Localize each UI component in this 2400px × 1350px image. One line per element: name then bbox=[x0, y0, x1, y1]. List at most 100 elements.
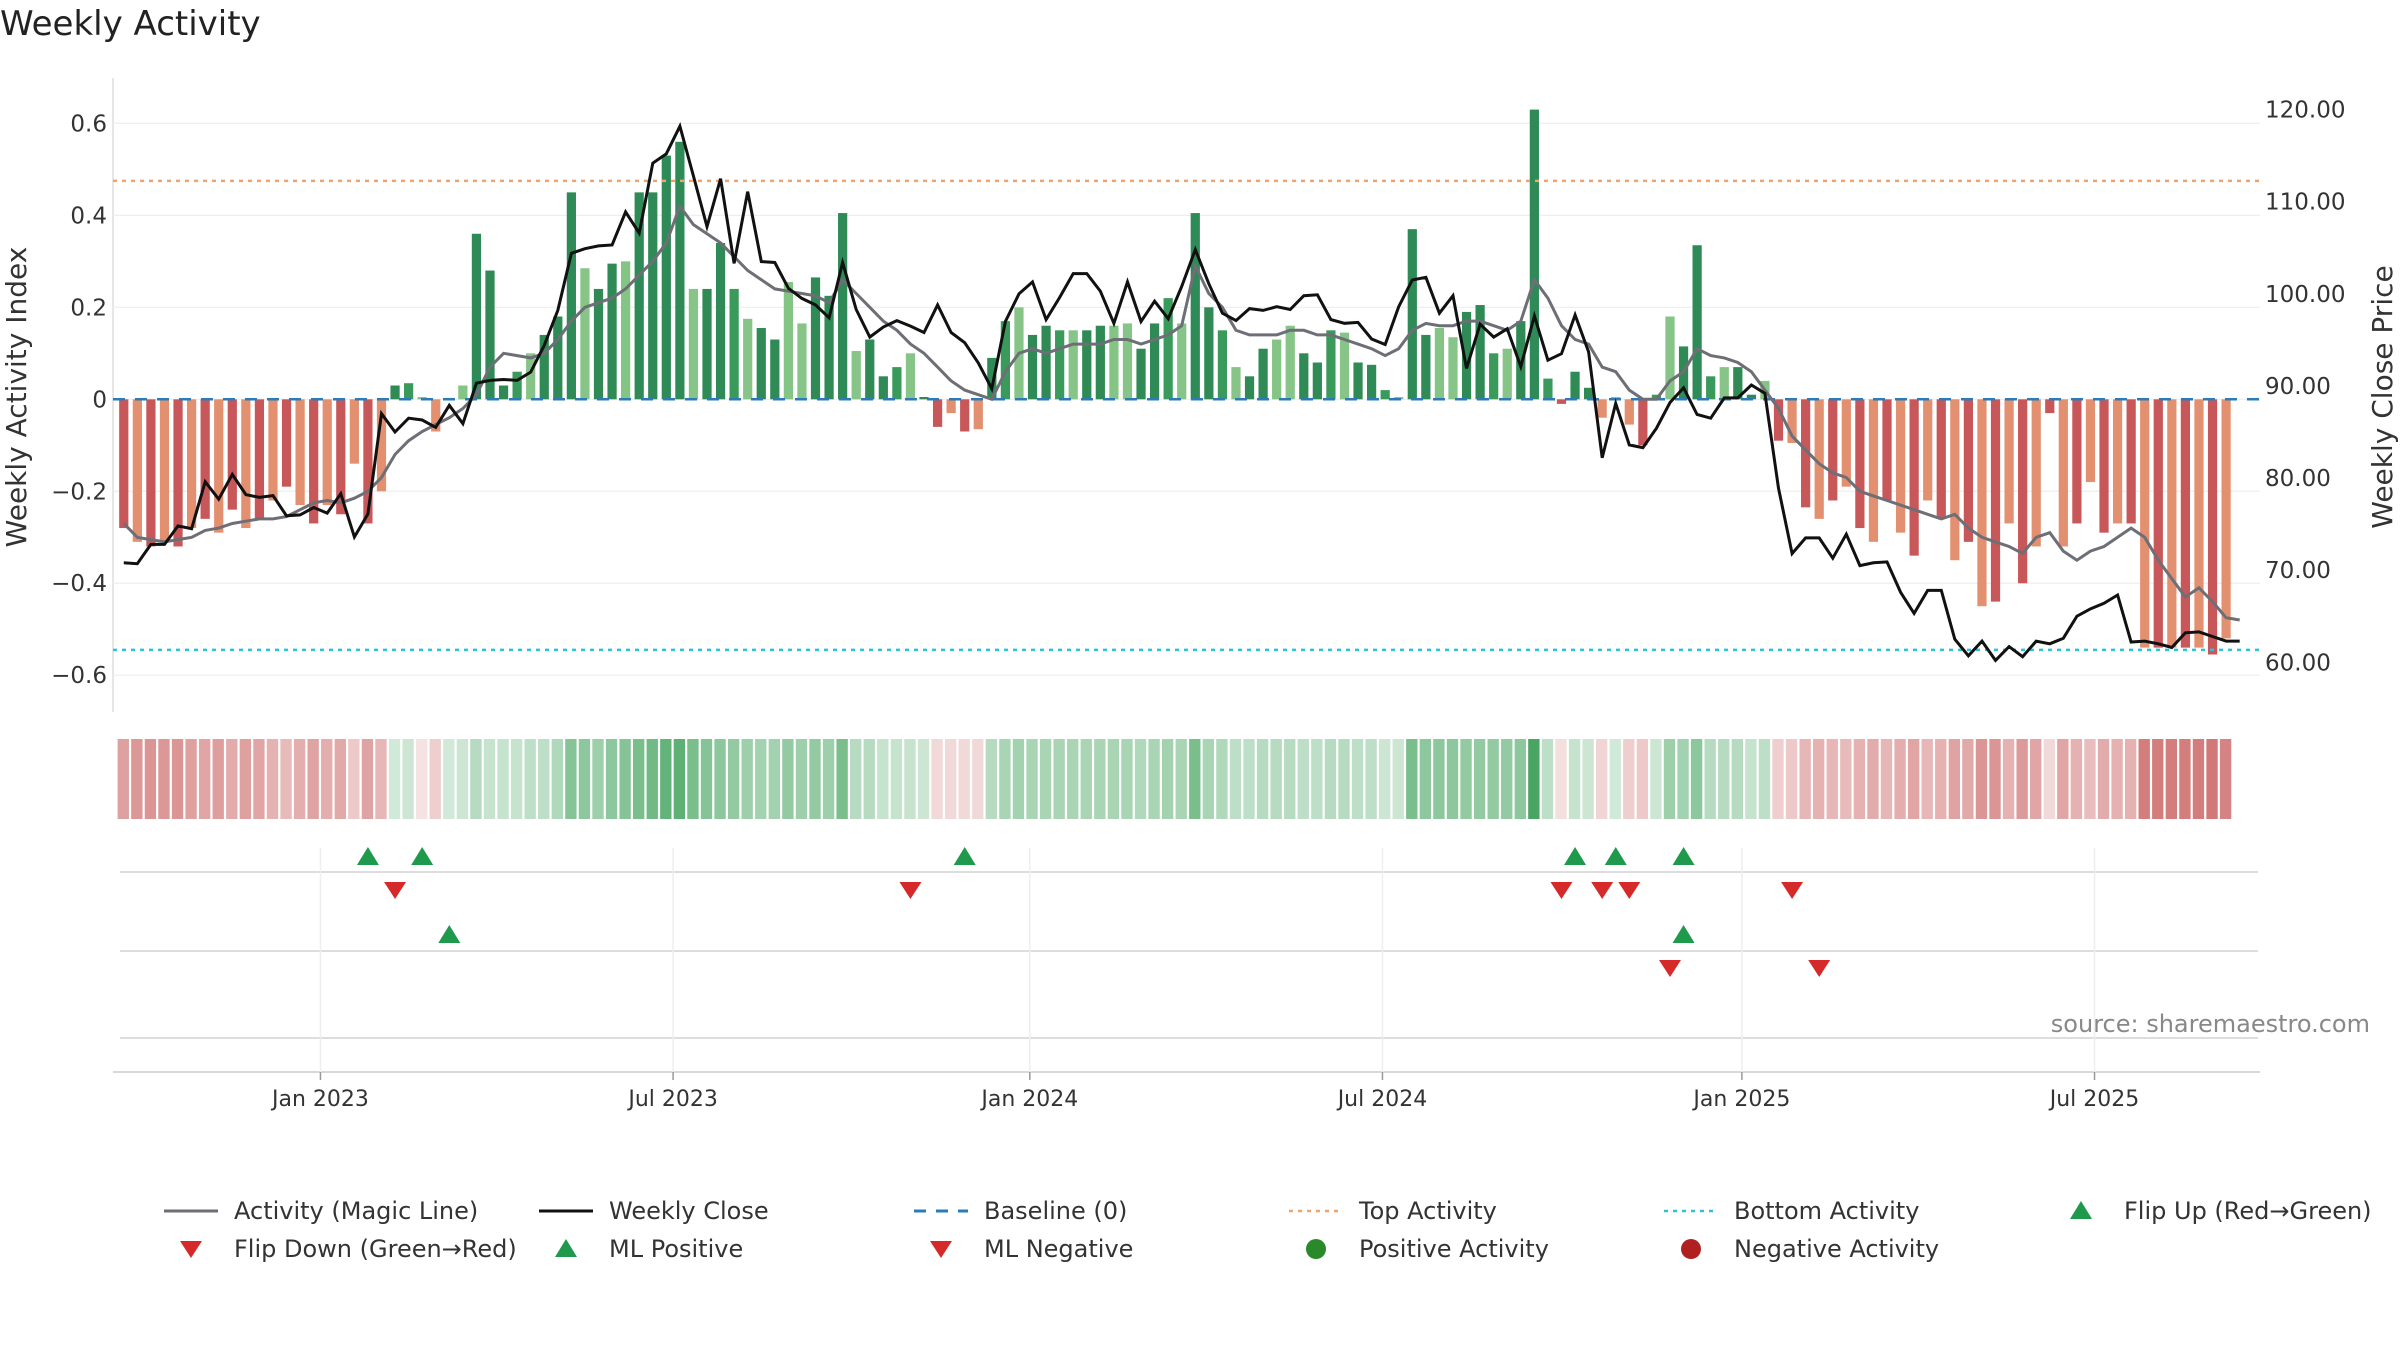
activity-bar bbox=[1353, 362, 1363, 400]
activity-bar bbox=[1000, 321, 1011, 400]
y-tick-left: −0.6 bbox=[51, 663, 107, 689]
activity-bar bbox=[1733, 367, 1743, 400]
heat-strip-cell bbox=[483, 739, 496, 819]
heat-strip-cell bbox=[972, 739, 984, 819]
activity-bar bbox=[349, 399, 359, 464]
activity-bar bbox=[1936, 399, 1946, 519]
heat-strip-cell bbox=[877, 739, 889, 819]
activity-bar bbox=[1570, 371, 1580, 400]
heat-strip-cell bbox=[822, 739, 835, 819]
activity-bar bbox=[1258, 348, 1268, 400]
activity-bar bbox=[688, 288, 699, 400]
heat-strip-cell bbox=[334, 739, 346, 819]
activity-bar bbox=[1312, 362, 1322, 400]
heat-strip-cell bbox=[1785, 739, 1798, 819]
heat-strip-cell bbox=[809, 739, 821, 819]
activity-bar bbox=[132, 399, 142, 542]
flip-down-marker bbox=[1781, 882, 1804, 899]
activity-bar bbox=[1041, 325, 1051, 400]
x-tick-label: Jan 2024 bbox=[979, 1087, 1078, 1112]
heat-strip-cell bbox=[863, 739, 875, 819]
y-tick-left: 0.6 bbox=[70, 111, 107, 137]
heat-strip-cell bbox=[1487, 739, 1499, 819]
ml-positive-marker bbox=[1672, 925, 1695, 943]
heat-strip-cell bbox=[700, 739, 713, 819]
y-tick-right: 120.00 bbox=[2265, 98, 2345, 124]
activity-bar bbox=[1868, 399, 1879, 542]
activity-bar bbox=[2072, 399, 2082, 524]
x-tick-label: Jan 2025 bbox=[1691, 1087, 1790, 1112]
heat-strip-cell bbox=[1609, 739, 1621, 819]
heat-strip-cell bbox=[1433, 739, 1445, 819]
activity-bar bbox=[403, 383, 414, 400]
ml-negative-marker bbox=[1658, 960, 1681, 977]
activity-bar bbox=[1855, 399, 1865, 529]
activity-bar bbox=[987, 357, 997, 400]
heat-strip-cell bbox=[1772, 739, 1784, 819]
activity-bar bbox=[1448, 337, 1458, 400]
heat-strip-cell bbox=[985, 739, 998, 819]
y-tick-right: 60.00 bbox=[2265, 650, 2331, 676]
flip-up-marker bbox=[411, 847, 434, 865]
heat-strip-cell bbox=[2084, 739, 2096, 819]
activity-bar bbox=[1217, 330, 1228, 400]
heat-strip-cell bbox=[1365, 739, 1377, 819]
activity-bar bbox=[1082, 330, 1092, 400]
activity-bar bbox=[1366, 364, 1377, 400]
activity-bar bbox=[1502, 348, 1512, 400]
heat-strip-cell bbox=[2138, 739, 2150, 819]
activity-bar bbox=[1719, 367, 1729, 400]
activity-bar bbox=[390, 385, 400, 400]
activity-bar bbox=[2194, 399, 2204, 648]
legend-symbol bbox=[930, 1241, 952, 1258]
heat-strip-cell bbox=[402, 739, 414, 819]
activity-bar bbox=[797, 323, 807, 400]
heat-strip-cell bbox=[1297, 739, 1309, 819]
y-tick-left: 0.4 bbox=[70, 203, 107, 229]
activity-bar bbox=[173, 399, 183, 547]
activity-bar bbox=[1489, 353, 1499, 400]
activity-bar bbox=[2221, 399, 2231, 639]
legend-item: Top Activity bbox=[1285, 1196, 1497, 1226]
heat-strip-cell bbox=[1446, 739, 1459, 819]
heat-strip-cell bbox=[456, 739, 469, 819]
legend-label: Flip Up (Red→Green) bbox=[2124, 1197, 2372, 1225]
heat-strip-cell bbox=[1704, 739, 1716, 819]
activity-bar bbox=[1027, 334, 1038, 400]
heat-strip-cell bbox=[470, 739, 482, 819]
heat-strip-cell bbox=[2206, 739, 2218, 819]
activity-bar bbox=[702, 288, 712, 400]
heat-strip-cell bbox=[2124, 739, 2137, 819]
activity-bar bbox=[281, 399, 292, 487]
flip-up-marker bbox=[1564, 847, 1587, 865]
activity-bar bbox=[675, 141, 685, 400]
activity-bar bbox=[376, 399, 387, 492]
heat-strip-cell bbox=[158, 739, 170, 819]
legend-item: Activity (Magic Line) bbox=[160, 1196, 478, 1226]
heat-strip-cell bbox=[1813, 739, 1825, 819]
heat-strip-cell bbox=[1840, 739, 1852, 819]
activity-bar bbox=[2031, 399, 2041, 547]
activity-bar bbox=[810, 277, 821, 400]
heat-strip-cell bbox=[1853, 739, 1866, 819]
heat-strip-cell bbox=[1419, 739, 1432, 819]
heat-strip-cell bbox=[1568, 739, 1581, 819]
activity-bar bbox=[553, 316, 563, 400]
activity-bar bbox=[1773, 399, 1784, 441]
heat-strip-cell bbox=[2016, 739, 2028, 819]
activity-bar bbox=[607, 263, 617, 400]
heat-strip-cell bbox=[592, 739, 604, 819]
activity-bar bbox=[1841, 399, 1851, 487]
activity-bar bbox=[1163, 298, 1173, 400]
activity-bar bbox=[932, 399, 943, 427]
heat-strip-cell bbox=[795, 739, 808, 819]
heat-strip-cell bbox=[1731, 739, 1743, 819]
activity-bar bbox=[1136, 348, 1146, 400]
heat-strip-cell bbox=[1175, 739, 1187, 819]
activity-bar bbox=[1204, 307, 1214, 400]
activity-bar bbox=[634, 192, 644, 400]
activity-bar bbox=[119, 399, 129, 529]
heat-strip-cell bbox=[1189, 739, 1201, 819]
heat-strip-cell bbox=[551, 739, 563, 819]
